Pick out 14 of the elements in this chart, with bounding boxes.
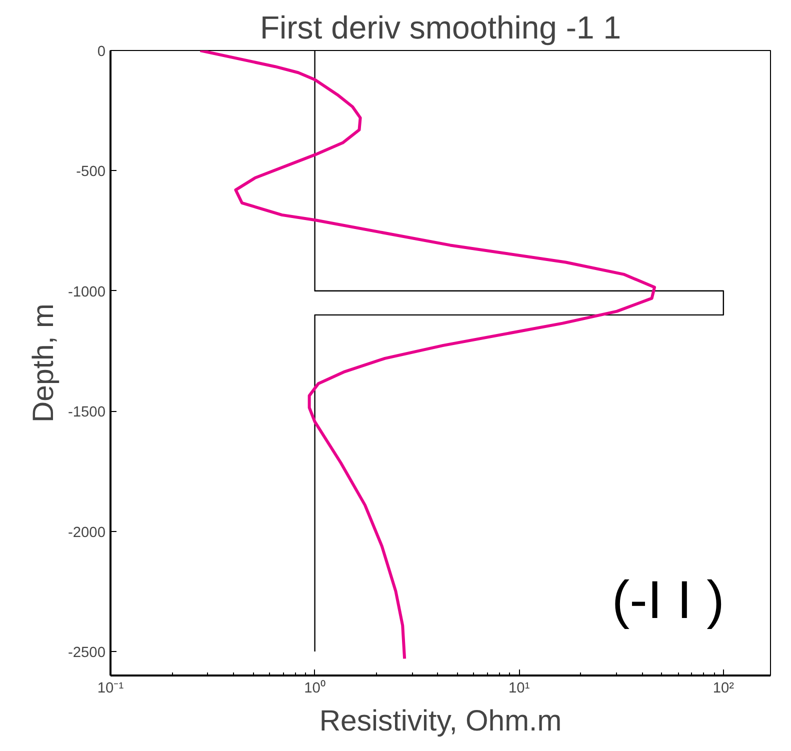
y-tick-label: -500: [76, 164, 106, 180]
x-tick-label: 10¹: [508, 680, 530, 696]
y-tick-label: 0: [97, 44, 106, 60]
y-tick-label: -1000: [68, 284, 106, 300]
y-tick-label: -2500: [68, 644, 106, 661]
x-axis-title: Resistivity, Ohm.m: [319, 704, 562, 738]
y-tick-label: -1500: [68, 404, 106, 421]
x-tick-label: 10⁻¹: [97, 680, 124, 696]
x-tick-label: 10²: [712, 680, 734, 696]
annotation: (-I I ): [612, 571, 724, 630]
x-tick-label: 10⁰: [304, 680, 326, 696]
y-tick-label: -2000: [68, 524, 106, 541]
y-axis-title: Depth, m: [27, 303, 60, 422]
chart-title: First deriv smoothing -1 1: [260, 10, 622, 46]
